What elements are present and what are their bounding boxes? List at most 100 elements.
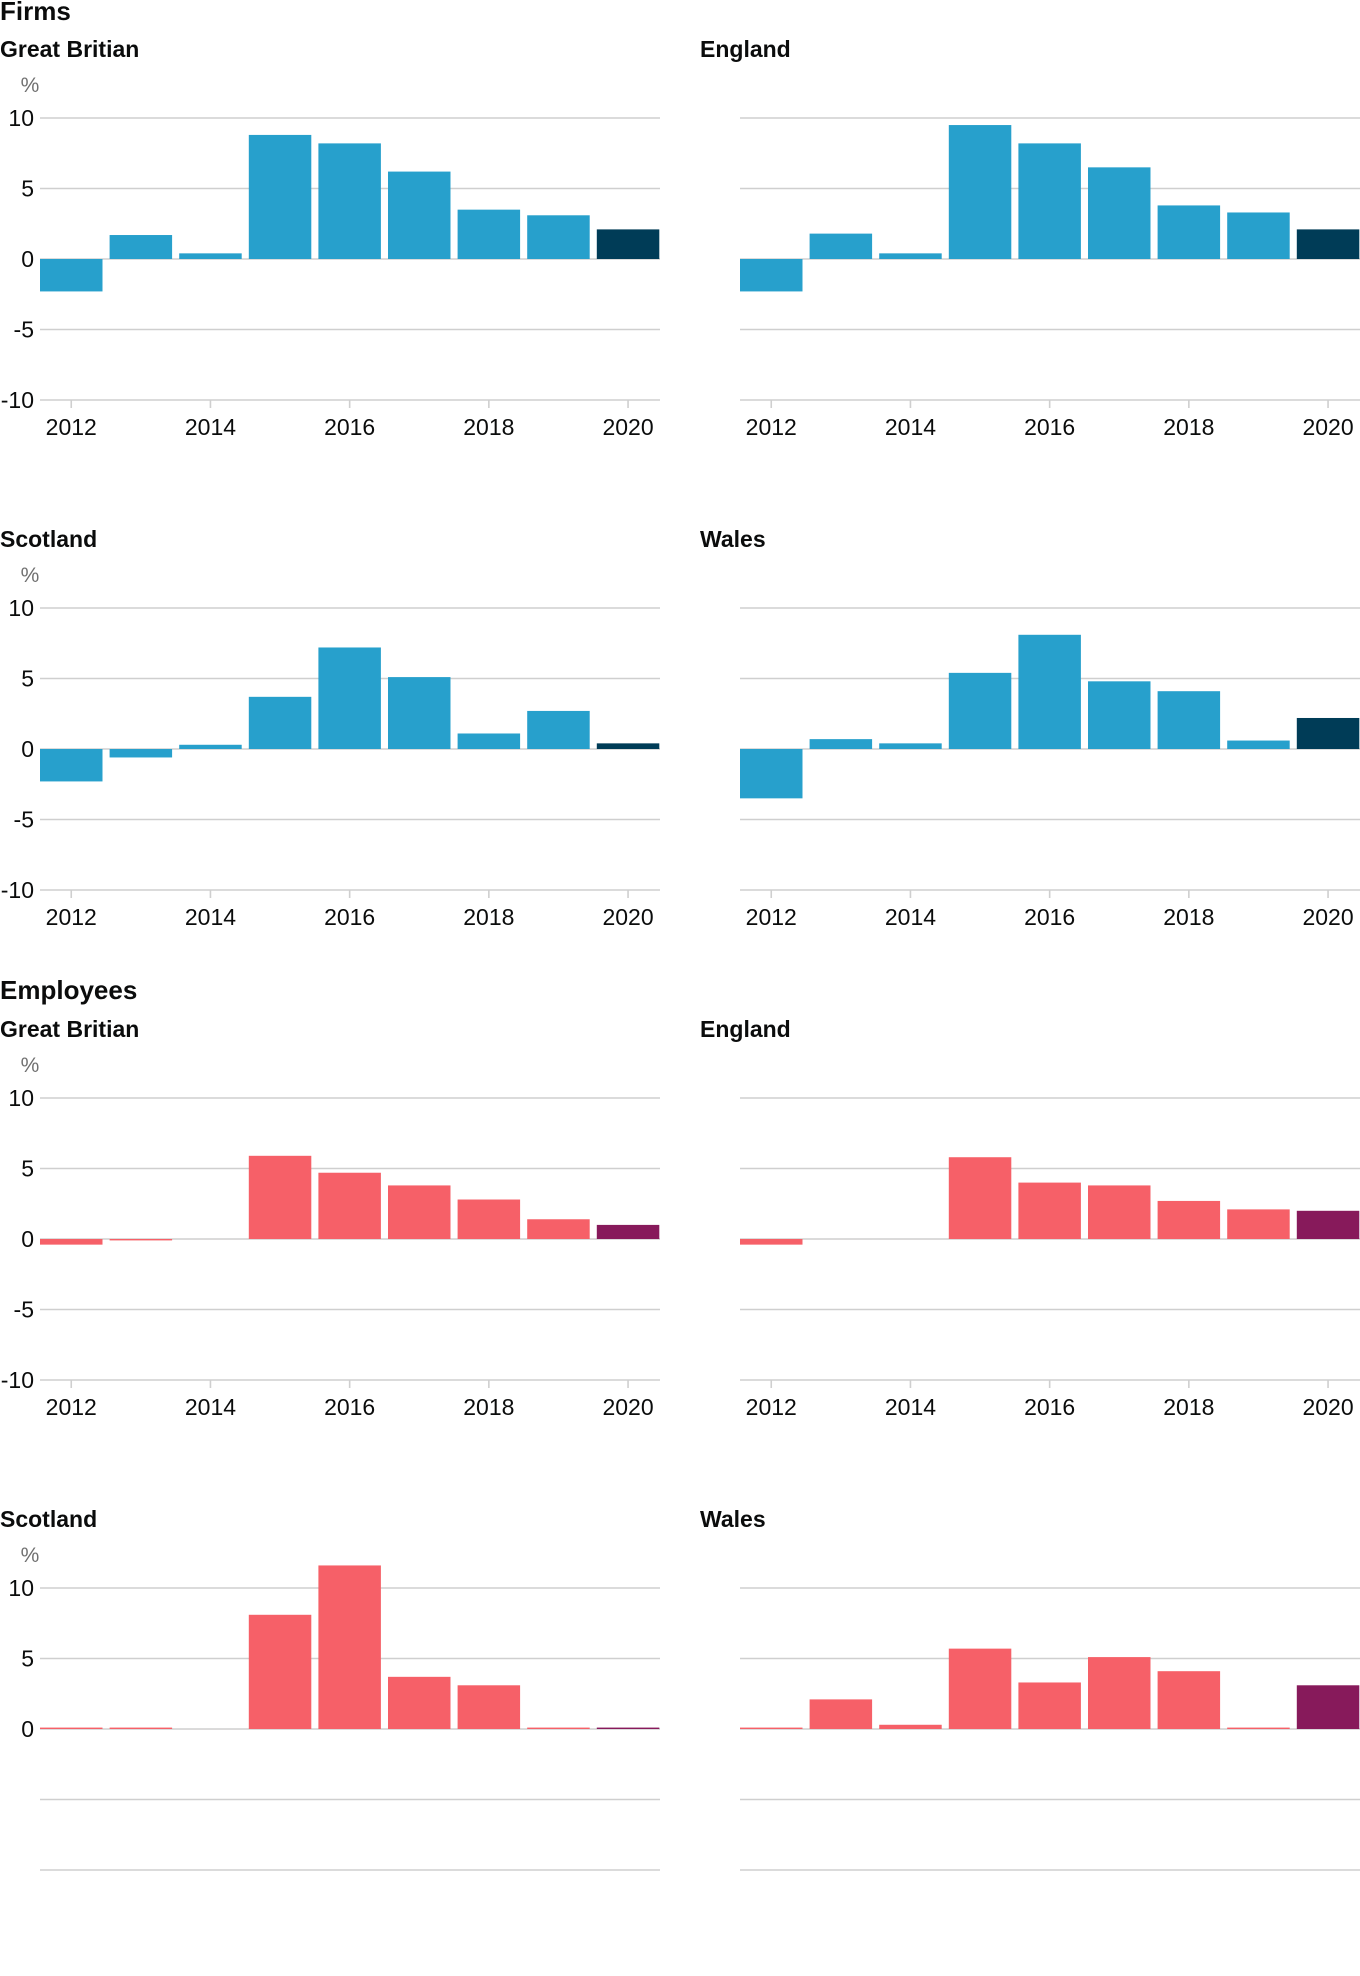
x-tick-label: 2014 [885, 1394, 936, 1420]
x-tick-label: 2014 [885, 904, 936, 930]
bar-2016 [1018, 1682, 1081, 1729]
x-tick-label: 2016 [324, 904, 375, 930]
y-axis-unit: % [21, 1544, 40, 1567]
bar-2020 [1297, 1685, 1360, 1729]
y-tick-label: 5 [21, 1156, 34, 1182]
y-axis-unit: % [21, 1054, 40, 1077]
y-tick-label: 0 [21, 1226, 34, 1252]
x-tick-label: 2014 [185, 904, 236, 930]
bar-2017 [388, 677, 451, 749]
bar-2012 [40, 1728, 103, 1729]
bar-2012 [740, 1728, 803, 1729]
bar-2015 [249, 697, 311, 749]
bar-2018 [458, 210, 520, 259]
x-tick-label: 2016 [324, 1394, 375, 1420]
x-tick-label: 2020 [1302, 1394, 1353, 1420]
bar-2017 [1088, 1185, 1151, 1239]
bar-2015 [249, 1156, 311, 1239]
bar-2017 [388, 1185, 451, 1239]
y-tick-label: 0 [21, 246, 34, 272]
bar-2016 [318, 1173, 381, 1239]
bar-2020 [597, 1728, 660, 1729]
bar-2020 [1297, 718, 1360, 749]
bar-2016 [318, 143, 381, 259]
bar-2014 [179, 745, 242, 749]
bar-2013 [110, 749, 173, 757]
bar-2013 [110, 1239, 173, 1240]
y-tick-label: 10 [8, 1575, 34, 1601]
bar-2015 [949, 125, 1012, 259]
y-tick-label: 5 [21, 1646, 34, 1672]
section-title-firms: Firms [0, 0, 71, 25]
x-tick-label: 2014 [185, 1394, 236, 1420]
bar-2013 [110, 1728, 173, 1729]
x-tick-label: 2018 [463, 1394, 514, 1420]
x-tick-label: 2012 [46, 904, 97, 930]
y-tick-label: 5 [21, 176, 34, 202]
bar-2019 [527, 215, 590, 259]
bar-2019 [1227, 741, 1290, 749]
bar-2014 [879, 253, 942, 259]
y-tick-label: 5 [21, 666, 34, 692]
bar-2016 [1018, 1183, 1081, 1239]
y-tick-label: 10 [8, 595, 34, 621]
bar-2019 [1227, 1209, 1290, 1239]
bar-2020 [597, 1225, 660, 1239]
y-tick-label: -5 [14, 807, 34, 833]
bar-chart [700, 1506, 1360, 1946]
x-tick-label: 2016 [1024, 904, 1075, 930]
x-tick-label: 2020 [602, 414, 653, 440]
y-tick-label: -5 [14, 1297, 34, 1323]
bar-2020 [1297, 229, 1360, 259]
bar-2013 [810, 1699, 873, 1729]
bar-2012 [40, 259, 103, 291]
bar-2017 [1088, 167, 1151, 259]
bar-2017 [1088, 1657, 1151, 1729]
bar-2015 [949, 1157, 1012, 1239]
bar-2013 [810, 739, 873, 749]
x-tick-label: 2012 [746, 1394, 797, 1420]
bar-2019 [527, 1728, 590, 1729]
bar-2018 [458, 733, 520, 749]
bar-2014 [879, 743, 942, 749]
bar-2019 [527, 1219, 590, 1239]
x-tick-label: 2020 [1302, 414, 1353, 440]
bar-2012 [40, 749, 103, 781]
bar-2017 [1088, 681, 1151, 749]
y-tick-label: 0 [21, 1716, 34, 1742]
x-tick-label: 2018 [1163, 414, 1214, 440]
y-axis-unit: % [21, 564, 40, 587]
bar-2018 [1158, 1201, 1221, 1239]
bar-2015 [249, 135, 311, 259]
x-tick-label: 2018 [1163, 904, 1214, 930]
y-tick-label: -10 [1, 387, 34, 413]
x-tick-label: 2012 [746, 904, 797, 930]
x-tick-label: 2018 [463, 904, 514, 930]
x-tick-label: 2016 [324, 414, 375, 440]
bar-2017 [388, 1677, 451, 1729]
y-tick-label: -10 [1, 877, 34, 903]
x-tick-label: 2018 [1163, 1394, 1214, 1420]
bar-2015 [949, 1649, 1012, 1729]
bar-2014 [879, 1725, 942, 1729]
bar-2018 [458, 1685, 520, 1729]
bar-2019 [1227, 1728, 1290, 1729]
bar-2013 [110, 235, 173, 259]
bar-2015 [249, 1615, 311, 1729]
bar-2018 [458, 1200, 520, 1239]
bar-2012 [740, 259, 803, 291]
bar-2016 [318, 647, 381, 749]
bar-2013 [810, 234, 873, 259]
